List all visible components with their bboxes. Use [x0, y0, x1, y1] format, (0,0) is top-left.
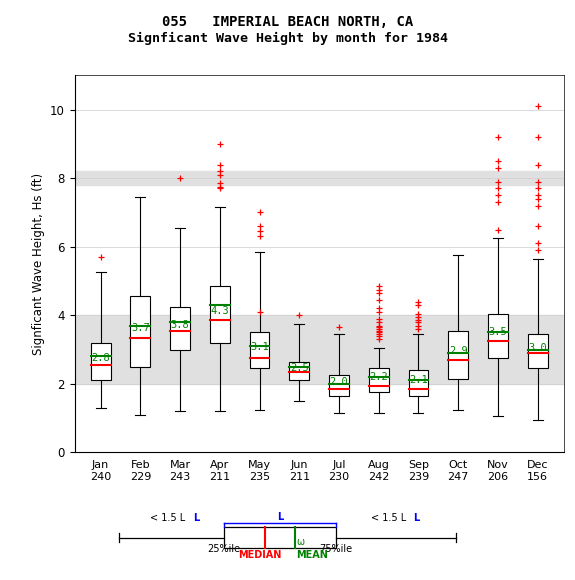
Text: 3.0: 3.0	[528, 343, 547, 353]
Text: 4.3: 4.3	[210, 306, 229, 316]
Bar	[250, 332, 270, 368]
Text: 75%ile: 75%ile	[320, 544, 352, 554]
Text: Signficant Wave Height by month for 1984: Signficant Wave Height by month for 1984	[128, 32, 447, 45]
Text: 2.2: 2.2	[369, 372, 388, 382]
Text: 25%ile: 25%ile	[208, 544, 240, 554]
Text: L: L	[193, 513, 199, 523]
Text: 3.1: 3.1	[250, 342, 269, 352]
Text: MEAN: MEAN	[296, 550, 328, 560]
Bar	[488, 314, 508, 358]
Text: 2.5: 2.5	[290, 362, 309, 372]
Bar	[75, 316, 564, 384]
Text: 3.7: 3.7	[131, 323, 150, 333]
Bar	[170, 307, 190, 350]
Text: 055   IMPERIAL BEACH NORTH, CA: 055 IMPERIAL BEACH NORTH, CA	[162, 14, 413, 28]
Bar	[528, 334, 547, 368]
Text: < 1.5 L: < 1.5 L	[150, 513, 186, 523]
Text: 2.8: 2.8	[91, 353, 110, 363]
Bar	[210, 286, 230, 343]
Bar	[289, 361, 309, 380]
Bar	[224, 527, 336, 548]
Y-axis label: Signficant Wave Height, Hs (ft): Signficant Wave Height, Hs (ft)	[32, 173, 45, 355]
Text: L: L	[277, 512, 283, 521]
Text: 3.8: 3.8	[171, 320, 189, 330]
Text: 3.5: 3.5	[489, 328, 507, 338]
Text: L: L	[413, 513, 420, 523]
Text: 2.9: 2.9	[449, 346, 467, 356]
Bar	[75, 171, 564, 185]
Text: 2.1: 2.1	[409, 375, 428, 385]
Bar	[329, 375, 349, 396]
Text: < 1.5 L: < 1.5 L	[371, 513, 406, 523]
Text: ω: ω	[297, 537, 305, 548]
Bar	[131, 296, 150, 367]
Bar	[91, 343, 110, 380]
Bar	[408, 370, 428, 396]
Bar	[448, 331, 468, 379]
Text: 2.0: 2.0	[329, 377, 348, 387]
Text: MEDIAN: MEDIAN	[238, 550, 281, 560]
Bar	[369, 368, 389, 393]
